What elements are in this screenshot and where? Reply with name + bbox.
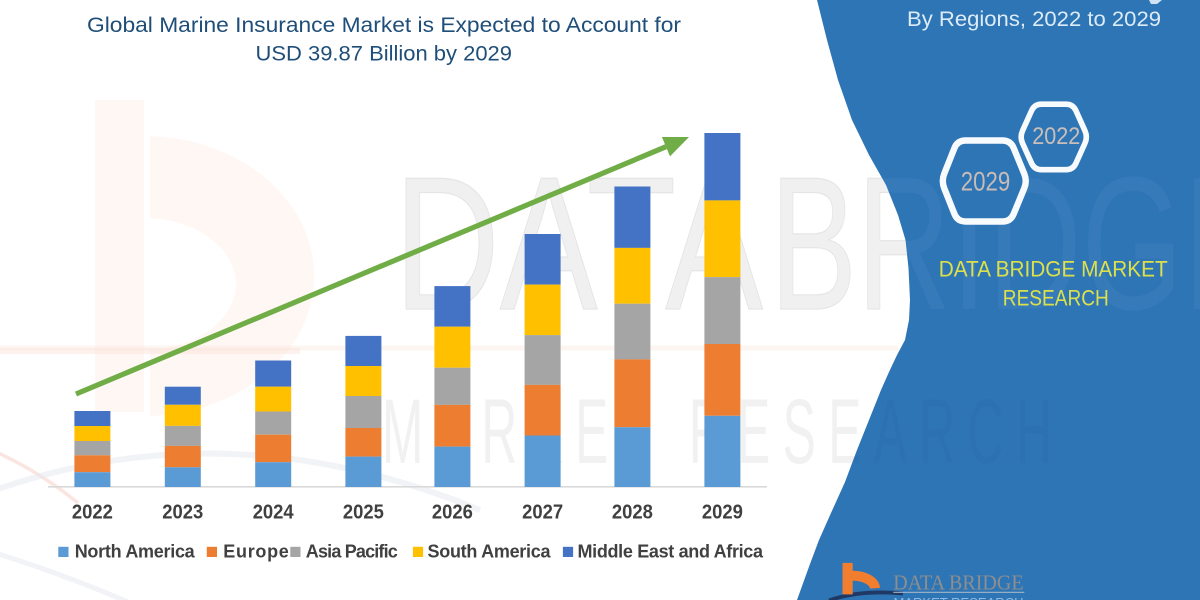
svg-text:2022: 2022 bbox=[72, 501, 113, 523]
svg-text:2029: 2029 bbox=[702, 501, 743, 523]
svg-text:2025: 2025 bbox=[343, 501, 384, 523]
svg-text:Europe: Europe bbox=[223, 542, 288, 562]
svg-text:2027: 2027 bbox=[522, 501, 563, 523]
svg-text:DATA BRIDGE: DATA BRIDGE bbox=[893, 570, 1023, 594]
svg-text:RESEARCH: RESEARCH bbox=[1003, 285, 1109, 310]
svg-text:2023: 2023 bbox=[162, 501, 203, 523]
svg-text:MARKET RESEARCH: MARKET RESEARCH bbox=[894, 596, 1024, 600]
svg-text:DATA BRIDGE MARKET: DATA BRIDGE MARKET bbox=[939, 256, 1168, 281]
svg-text:By Regions, 2022 to 2029: By Regions, 2022 to 2029 bbox=[907, 8, 1161, 31]
svg-text:Middle East and Africa: Middle East and Africa bbox=[578, 542, 764, 562]
svg-text:2028: 2028 bbox=[612, 501, 653, 523]
svg-text:USD 39.87 Billion by 2029: USD 39.87 Billion by 2029 bbox=[256, 43, 513, 66]
svg-text:2022: 2022 bbox=[1032, 123, 1080, 150]
svg-text:2029: 2029 bbox=[961, 167, 1011, 197]
svg-text:2026: 2026 bbox=[432, 501, 473, 523]
svg-text:Asia Pacific: Asia Pacific bbox=[306, 542, 398, 562]
svg-text:2024: 2024 bbox=[253, 501, 295, 523]
svg-text:Global Marine Insurance Market: Global Marine Insurance Market is Expect… bbox=[87, 14, 681, 37]
svg-text:South America: South America bbox=[428, 542, 552, 562]
svg-text:North America: North America bbox=[75, 542, 196, 562]
